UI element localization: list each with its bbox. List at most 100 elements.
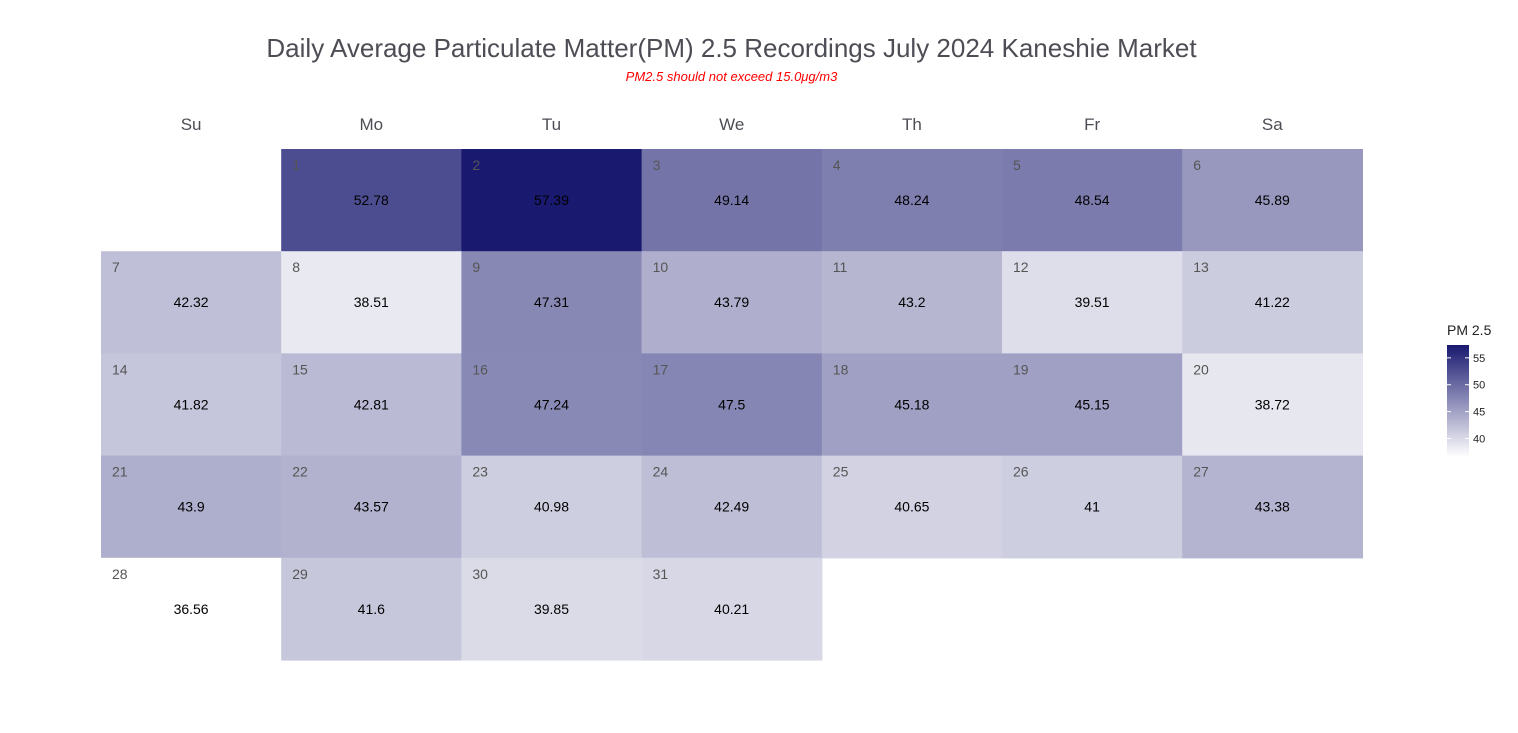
legend-colorbar [1447, 345, 1469, 457]
day-number-24: 24 [653, 464, 669, 480]
day-number-19: 19 [1013, 361, 1029, 377]
day-number-13: 13 [1193, 259, 1209, 275]
day-cell-24 [641, 455, 823, 559]
weekday-header-th: Th [902, 115, 922, 134]
day-number-4: 4 [833, 157, 841, 173]
day-cell-28 [101, 557, 282, 661]
day-cell-19 [1002, 353, 1183, 457]
day-cell-13 [1182, 251, 1363, 354]
day-cell-18 [821, 353, 1003, 457]
day-value-28: 36.56 [174, 601, 209, 617]
day-number-21: 21 [112, 464, 128, 480]
day-number-2: 2 [472, 157, 480, 173]
chart-subtitle: PM2.5 should not exceed 15.0μg/m3 [625, 69, 838, 84]
day-cell-31 [641, 557, 823, 661]
day-cell-8 [281, 251, 462, 354]
day-cell-20 [1182, 353, 1363, 457]
day-value-23: 40.98 [534, 499, 569, 515]
day-cell-5 [1002, 149, 1183, 252]
day-value-16: 47.24 [534, 396, 569, 412]
day-number-3: 3 [653, 157, 661, 173]
day-number-25: 25 [833, 464, 849, 480]
day-cell-25 [821, 455, 1003, 559]
day-cell-27 [1182, 455, 1363, 559]
day-value-25: 40.65 [894, 499, 929, 515]
legend-title: PM 2.5 [1447, 322, 1492, 338]
day-number-28: 28 [112, 566, 128, 582]
day-number-7: 7 [112, 259, 120, 275]
day-number-20: 20 [1193, 361, 1209, 377]
day-number-16: 16 [472, 361, 488, 377]
day-cell-15 [281, 353, 462, 457]
day-number-12: 12 [1013, 259, 1029, 275]
day-value-6: 45.89 [1255, 192, 1290, 208]
day-value-17: 47.5 [718, 396, 745, 412]
day-cell-22 [281, 455, 462, 559]
day-number-15: 15 [292, 361, 308, 377]
day-number-14: 14 [112, 361, 128, 377]
day-number-18: 18 [833, 361, 849, 377]
day-value-15: 42.81 [354, 396, 389, 412]
day-value-10: 43.79 [714, 294, 749, 310]
day-number-22: 22 [292, 464, 308, 480]
day-cell-29 [281, 557, 462, 661]
day-value-7: 42.32 [174, 294, 209, 310]
weekday-header-tu: Tu [542, 115, 561, 134]
day-cell-23 [461, 455, 643, 559]
day-number-27: 27 [1193, 464, 1209, 480]
day-value-1: 52.78 [354, 192, 389, 208]
legend-tick-label-40: 40 [1473, 434, 1485, 446]
day-cell-2 [461, 149, 643, 252]
day-number-17: 17 [653, 361, 669, 377]
day-cell-14 [101, 353, 282, 457]
day-value-9: 47.31 [534, 294, 569, 310]
day-value-19: 45.15 [1075, 396, 1110, 412]
day-number-26: 26 [1013, 464, 1029, 480]
day-value-3: 49.14 [714, 192, 749, 208]
day-number-8: 8 [292, 259, 300, 275]
legend-tick-label-55: 55 [1473, 353, 1485, 365]
weekday-header-sa: Sa [1262, 115, 1283, 134]
day-cell-4 [821, 149, 1003, 252]
day-cell-9 [461, 251, 643, 354]
day-value-21: 43.9 [177, 499, 204, 515]
day-number-10: 10 [653, 259, 669, 275]
day-cell-1 [281, 149, 462, 252]
day-number-1: 1 [292, 157, 300, 173]
day-cell-26 [1002, 455, 1183, 559]
day-cell-7 [101, 251, 282, 354]
day-value-12: 39.51 [1075, 294, 1110, 310]
day-value-22: 43.57 [354, 499, 389, 515]
weekday-header-fr: Fr [1084, 115, 1100, 134]
legend-tick-label-45: 45 [1473, 407, 1485, 419]
day-value-30: 39.85 [534, 601, 569, 617]
day-value-14: 41.82 [174, 396, 209, 412]
weekday-header-su: Su [181, 115, 202, 134]
day-value-5: 48.54 [1075, 192, 1110, 208]
day-number-11: 11 [833, 259, 848, 275]
day-value-26: 41 [1084, 499, 1100, 515]
legend-tick-label-50: 50 [1473, 380, 1485, 392]
day-cell-16 [461, 353, 643, 457]
weekday-header-mo: Mo [359, 115, 383, 134]
day-cell-21 [101, 455, 282, 559]
day-number-30: 30 [472, 566, 488, 582]
day-value-4: 48.24 [894, 192, 929, 208]
day-number-31: 31 [653, 566, 669, 582]
day-value-18: 45.18 [894, 396, 929, 412]
day-value-20: 38.72 [1255, 396, 1290, 412]
day-cell-30 [461, 557, 643, 661]
day-number-9: 9 [472, 259, 480, 275]
day-value-29: 41.6 [358, 601, 385, 617]
day-value-13: 41.22 [1255, 294, 1290, 310]
day-number-5: 5 [1013, 157, 1021, 173]
day-cell-6 [1182, 149, 1363, 252]
day-cell-10 [641, 251, 823, 354]
day-number-6: 6 [1193, 157, 1201, 173]
chart-title: Daily Average Particulate Matter(PM) 2.5… [266, 33, 1197, 63]
day-cell-17 [641, 353, 823, 457]
day-number-23: 23 [472, 464, 488, 480]
day-value-31: 40.21 [714, 601, 749, 617]
day-cell-3 [641, 149, 823, 252]
